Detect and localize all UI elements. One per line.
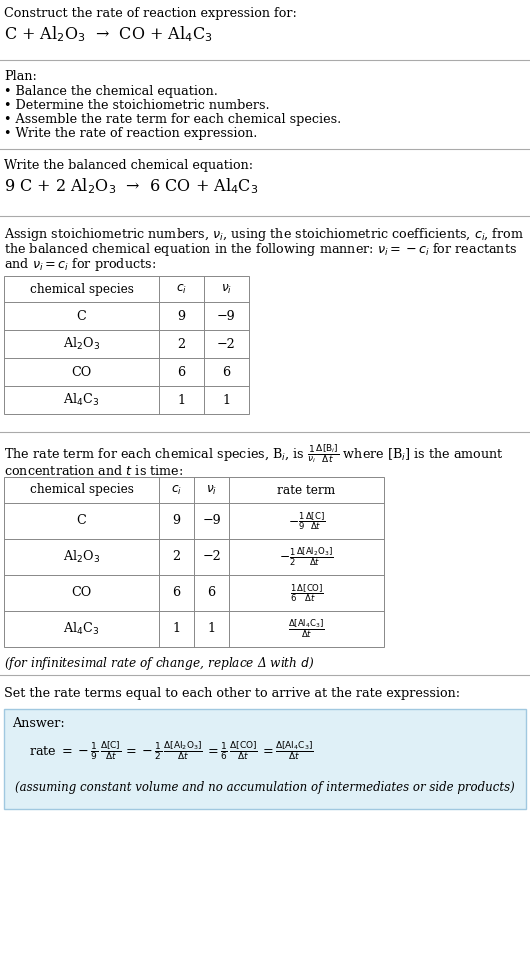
Text: 2: 2 xyxy=(178,338,186,351)
Text: The rate term for each chemical species, B$_i$, is $\frac{1}{\nu_i}\frac{\Delta[: The rate term for each chemical species,… xyxy=(4,442,504,465)
Bar xyxy=(4,477,384,647)
Text: 6: 6 xyxy=(207,586,216,600)
Text: $\frac{\Delta[\mathrm{Al_4C_3}]}{\Delta t}$: $\frac{\Delta[\mathrm{Al_4C_3}]}{\Delta … xyxy=(288,618,325,640)
Text: 6: 6 xyxy=(223,365,231,379)
Text: CO: CO xyxy=(72,586,92,600)
Text: Construct the rate of reaction expression for:: Construct the rate of reaction expressio… xyxy=(4,7,297,20)
Text: rate $= -\frac{1}{9}\,\frac{\Delta[\mathrm{C}]}{\Delta t}$$\, = -\frac{1}{2}\,\f: rate $= -\frac{1}{9}\,\frac{\Delta[\math… xyxy=(29,739,314,762)
Text: Plan:: Plan: xyxy=(4,70,37,83)
Text: Set the rate terms equal to each other to arrive at the rate expression:: Set the rate terms equal to each other t… xyxy=(4,687,460,700)
Text: • Assemble the rate term for each chemical species.: • Assemble the rate term for each chemic… xyxy=(4,113,341,126)
Text: CO: CO xyxy=(72,365,92,379)
Text: $\frac{1}{6}\frac{\Delta[\mathrm{CO}]}{\Delta t}$: $\frac{1}{6}\frac{\Delta[\mathrm{CO}]}{\… xyxy=(289,582,323,604)
Text: chemical species: chemical species xyxy=(30,483,134,497)
Text: the balanced chemical equation in the following manner: $\nu_i = -c_i$ for react: the balanced chemical equation in the fo… xyxy=(4,241,517,258)
Text: and $\nu_i = c_i$ for products:: and $\nu_i = c_i$ for products: xyxy=(4,256,156,273)
Text: 6: 6 xyxy=(172,586,181,600)
Text: Al$_4$C$_3$: Al$_4$C$_3$ xyxy=(63,621,100,637)
Text: Write the balanced chemical equation:: Write the balanced chemical equation: xyxy=(4,159,253,172)
Text: $c_i$: $c_i$ xyxy=(171,483,182,497)
Text: Al$_2$O$_3$: Al$_2$O$_3$ xyxy=(63,549,100,565)
Text: 1: 1 xyxy=(172,622,181,635)
Text: • Balance the chemical equation.: • Balance the chemical equation. xyxy=(4,85,218,98)
Text: 6: 6 xyxy=(178,365,186,379)
Text: 1: 1 xyxy=(223,393,231,406)
Text: Al$_2$O$_3$: Al$_2$O$_3$ xyxy=(63,336,100,352)
Text: −9: −9 xyxy=(202,514,221,528)
Text: C: C xyxy=(77,310,86,322)
Text: concentration and $t$ is time:: concentration and $t$ is time: xyxy=(4,464,183,478)
Text: Al$_4$C$_3$: Al$_4$C$_3$ xyxy=(63,392,100,408)
Bar xyxy=(4,276,249,414)
Text: 1: 1 xyxy=(208,622,216,635)
Text: 1: 1 xyxy=(178,393,186,406)
Text: (for infinitesimal rate of change, replace Δ with $d$): (for infinitesimal rate of change, repla… xyxy=(4,655,314,672)
Text: chemical species: chemical species xyxy=(30,282,134,295)
FancyBboxPatch shape xyxy=(4,709,526,809)
Text: C: C xyxy=(77,514,86,528)
Text: $-\frac{1}{9}\frac{\Delta[\mathrm{C}]}{\Delta t}$: $-\frac{1}{9}\frac{\Delta[\mathrm{C}]}{\… xyxy=(288,510,325,532)
Text: • Write the rate of reaction expression.: • Write the rate of reaction expression. xyxy=(4,127,258,140)
Text: Answer:: Answer: xyxy=(12,717,65,730)
Text: $c_i$: $c_i$ xyxy=(176,282,187,295)
Text: 2: 2 xyxy=(172,550,181,564)
Text: Assign stoichiometric numbers, $\nu_i$, using the stoichiometric coefficients, $: Assign stoichiometric numbers, $\nu_i$, … xyxy=(4,226,524,243)
Text: $-\frac{1}{2}\frac{\Delta[\mathrm{Al_2O_3}]}{\Delta t}$: $-\frac{1}{2}\frac{\Delta[\mathrm{Al_2O_… xyxy=(279,545,334,568)
Text: 9: 9 xyxy=(172,514,181,528)
Text: −2: −2 xyxy=(217,338,236,351)
Text: −2: −2 xyxy=(202,550,221,564)
Text: $\nu_i$: $\nu_i$ xyxy=(221,282,232,295)
Text: $\nu_i$: $\nu_i$ xyxy=(206,483,217,497)
Text: rate term: rate term xyxy=(277,483,335,497)
Text: −9: −9 xyxy=(217,310,236,322)
Text: 9 C + 2 Al$_2$O$_3$  →  6 CO + Al$_4$C$_3$: 9 C + 2 Al$_2$O$_3$ → 6 CO + Al$_4$C$_3$ xyxy=(4,176,259,196)
Text: C + Al$_2$O$_3$  →  CO + Al$_4$C$_3$: C + Al$_2$O$_3$ → CO + Al$_4$C$_3$ xyxy=(4,24,213,44)
Text: 9: 9 xyxy=(178,310,186,322)
Text: • Determine the stoichiometric numbers.: • Determine the stoichiometric numbers. xyxy=(4,99,270,112)
Text: (assuming constant volume and no accumulation of intermediates or side products): (assuming constant volume and no accumul… xyxy=(15,781,515,794)
